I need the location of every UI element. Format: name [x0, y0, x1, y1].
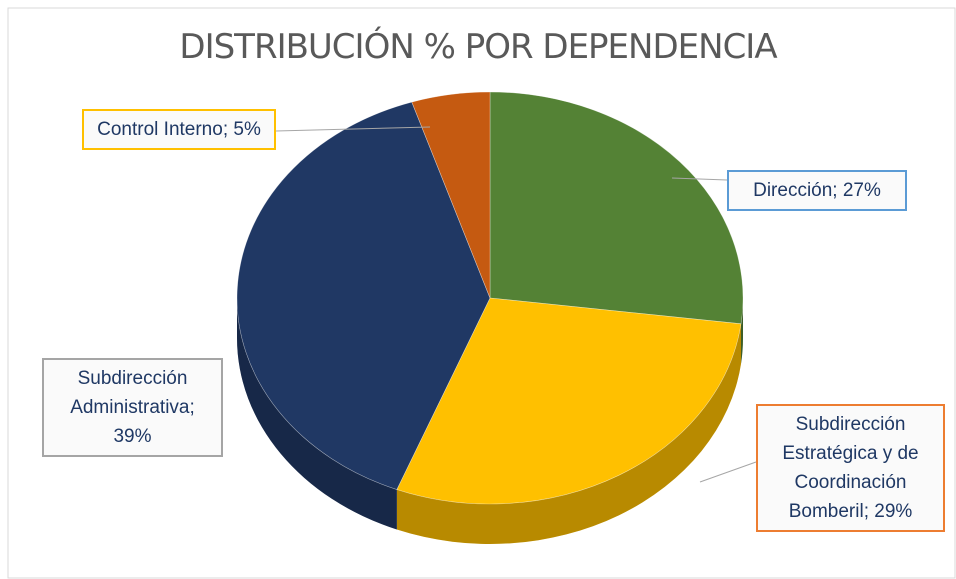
data-label: Control Interno; 5%	[82, 109, 276, 150]
leader-line	[699, 461, 757, 483]
data-label: Subdirección Estratégica y de Coordinaci…	[756, 404, 945, 532]
chart-border	[7, 7, 956, 579]
pie-side-shade	[396, 323, 742, 544]
pie-side	[237, 298, 397, 530]
pie-side	[396, 323, 742, 544]
pie-slice	[396, 297, 742, 505]
chart-title: DISTRIBUCIÓN % POR DEPENDENCIA	[179, 26, 777, 67]
pie-slice	[489, 91, 744, 325]
pie-slice	[236, 101, 491, 490]
pie-slice	[411, 91, 491, 299]
data-label: Subdirección Administrativa; 39%	[42, 358, 223, 457]
data-label: Dirección; 27%	[727, 170, 907, 211]
leader-line	[671, 177, 728, 181]
leader-line	[275, 126, 431, 132]
pie-side-shade	[237, 298, 397, 530]
